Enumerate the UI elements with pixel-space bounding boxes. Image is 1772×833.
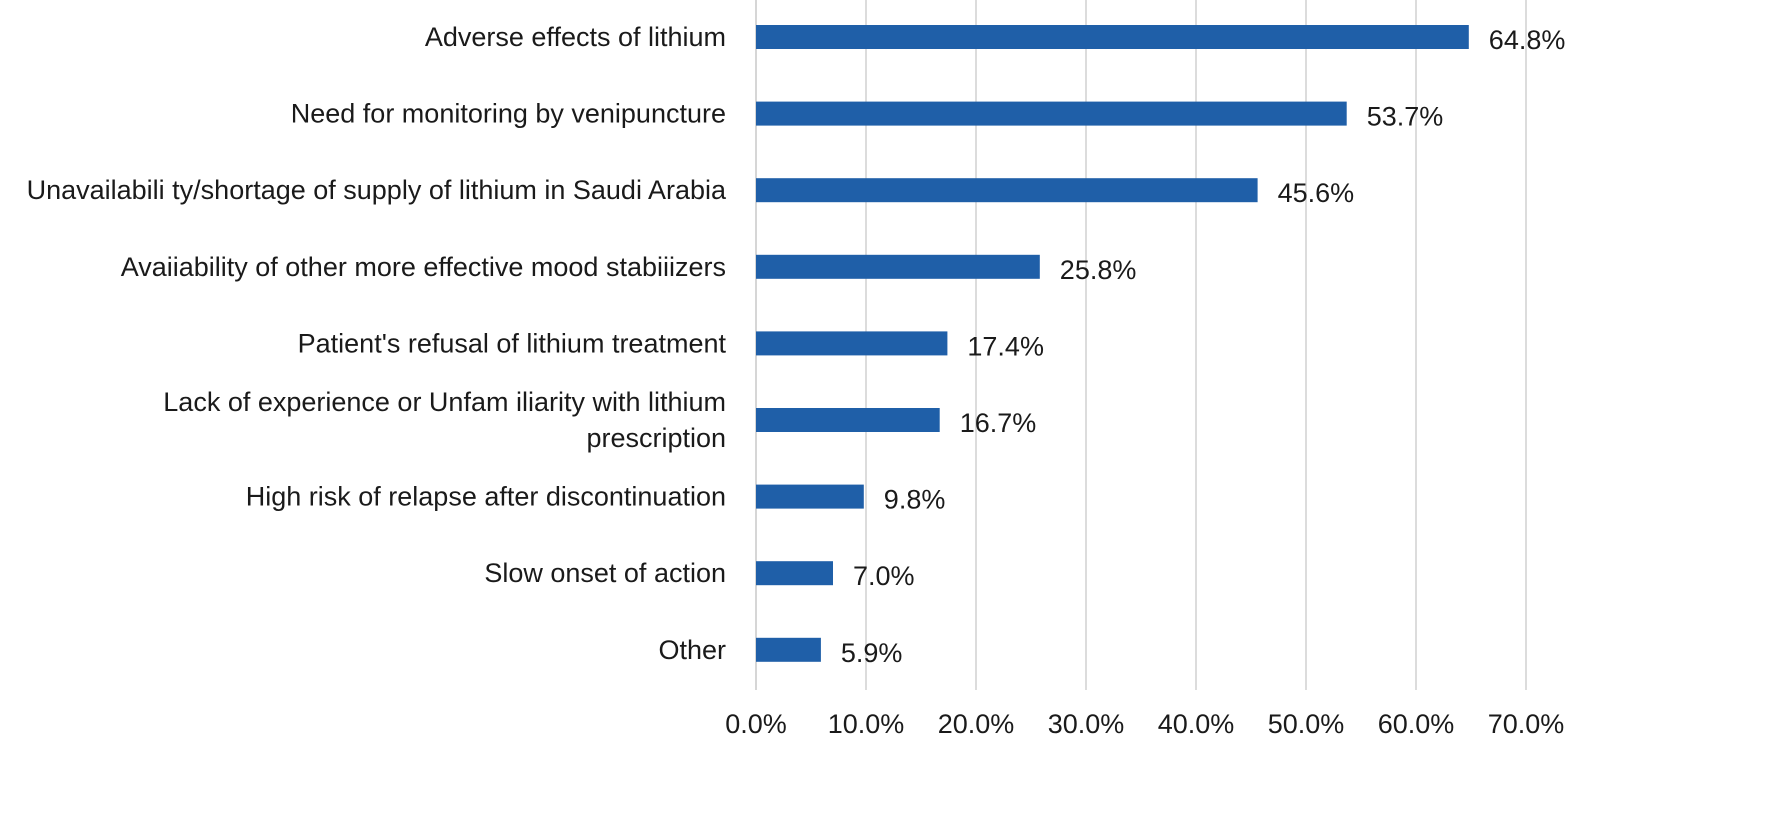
x-tick-label: 50.0% xyxy=(1268,709,1345,739)
x-tick-label: 20.0% xyxy=(938,709,1015,739)
category-label: Adverse effects of lithium xyxy=(425,22,726,52)
category-label: Slow onset of action xyxy=(484,558,726,588)
bar xyxy=(756,25,1469,49)
bar xyxy=(756,408,940,432)
category-label: Lack of experience or Unfam iliarity wit… xyxy=(163,387,726,453)
bar xyxy=(756,561,833,586)
category-label: Patient's refusal of lithium treatment xyxy=(298,328,727,358)
x-tick-label: 60.0% xyxy=(1378,709,1455,739)
category-label: Need for monitoring by venipuncture xyxy=(291,99,726,129)
bar xyxy=(756,101,1347,126)
data-label: 64.8% xyxy=(1489,25,1566,55)
bar xyxy=(756,331,948,356)
x-tick-label: 0.0% xyxy=(725,709,787,739)
data-labels: 64.8% 53.7% 45.6% 25.8% 17.4% 16.7% 9.8% 7.0% 5.… xyxy=(841,25,1565,668)
bar xyxy=(756,254,1040,279)
x-tick-label: 40.0% xyxy=(1158,709,1235,739)
data-label: 7.0% xyxy=(853,561,915,591)
x-tick-label: 70.0% xyxy=(1488,709,1565,739)
data-label: 5.9% xyxy=(841,638,903,668)
x-tick-label: 10.0% xyxy=(828,709,905,739)
bar xyxy=(756,637,821,662)
category-label: High risk of relapse after discontinuati… xyxy=(246,482,726,512)
x-tick-label: 30.0% xyxy=(1048,709,1125,739)
data-label: 45.6% xyxy=(1278,178,1355,208)
data-label: 53.7% xyxy=(1367,102,1444,132)
bars xyxy=(756,25,1469,662)
category-label: Avaiiability of other more effective moo… xyxy=(121,252,726,282)
data-label: 17.4% xyxy=(967,331,1044,361)
bar xyxy=(756,178,1258,203)
data-label: 9.8% xyxy=(884,485,946,515)
category-labels: Adverse effects of lithium Need for monit… xyxy=(27,22,727,665)
data-label: 25.8% xyxy=(1060,255,1137,285)
x-axis-tick-labels: 0.0% 10.0% 20.0% 30.0% 40.0% 50.0% 60.0% 70.0% xyxy=(725,709,1564,739)
category-label: Other xyxy=(658,635,726,665)
category-label: Unavailabili ty/shortage of supply of li… xyxy=(27,175,727,205)
data-label: 16.7% xyxy=(960,408,1037,438)
bar xyxy=(756,484,864,509)
